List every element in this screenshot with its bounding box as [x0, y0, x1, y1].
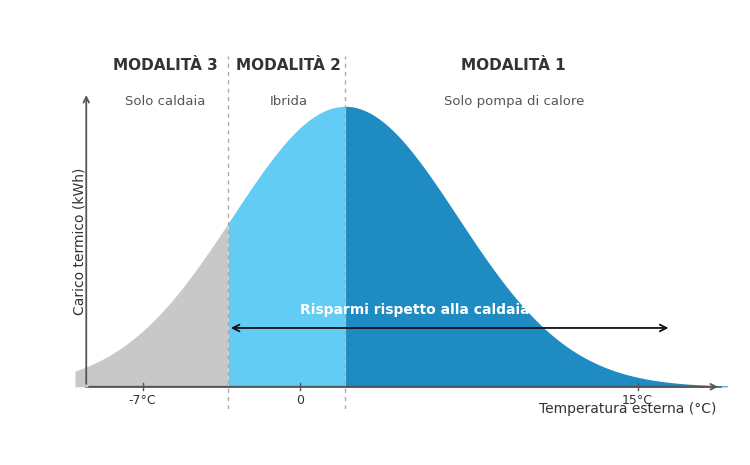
- Text: MODALITÀ 3: MODALITÀ 3: [112, 58, 218, 73]
- Text: Ibrida: Ibrida: [270, 95, 308, 108]
- Text: MODALITÀ 1: MODALITÀ 1: [461, 58, 566, 73]
- Text: Carico termico (kWh): Carico termico (kWh): [73, 167, 86, 315]
- Text: MODALITÀ 2: MODALITÀ 2: [236, 58, 341, 73]
- Text: Temperatura esterna (°C): Temperatura esterna (°C): [538, 402, 716, 416]
- Text: Risparmi rispetto alla caldaia a gas: Risparmi rispetto alla caldaia a gas: [300, 303, 577, 317]
- Text: Solo pompa di calore: Solo pompa di calore: [443, 95, 584, 108]
- Text: Solo caldaia: Solo caldaia: [124, 95, 206, 108]
- Text: 0: 0: [296, 394, 304, 407]
- Text: 15°C: 15°C: [622, 394, 653, 407]
- Text: -7°C: -7°C: [129, 394, 156, 407]
